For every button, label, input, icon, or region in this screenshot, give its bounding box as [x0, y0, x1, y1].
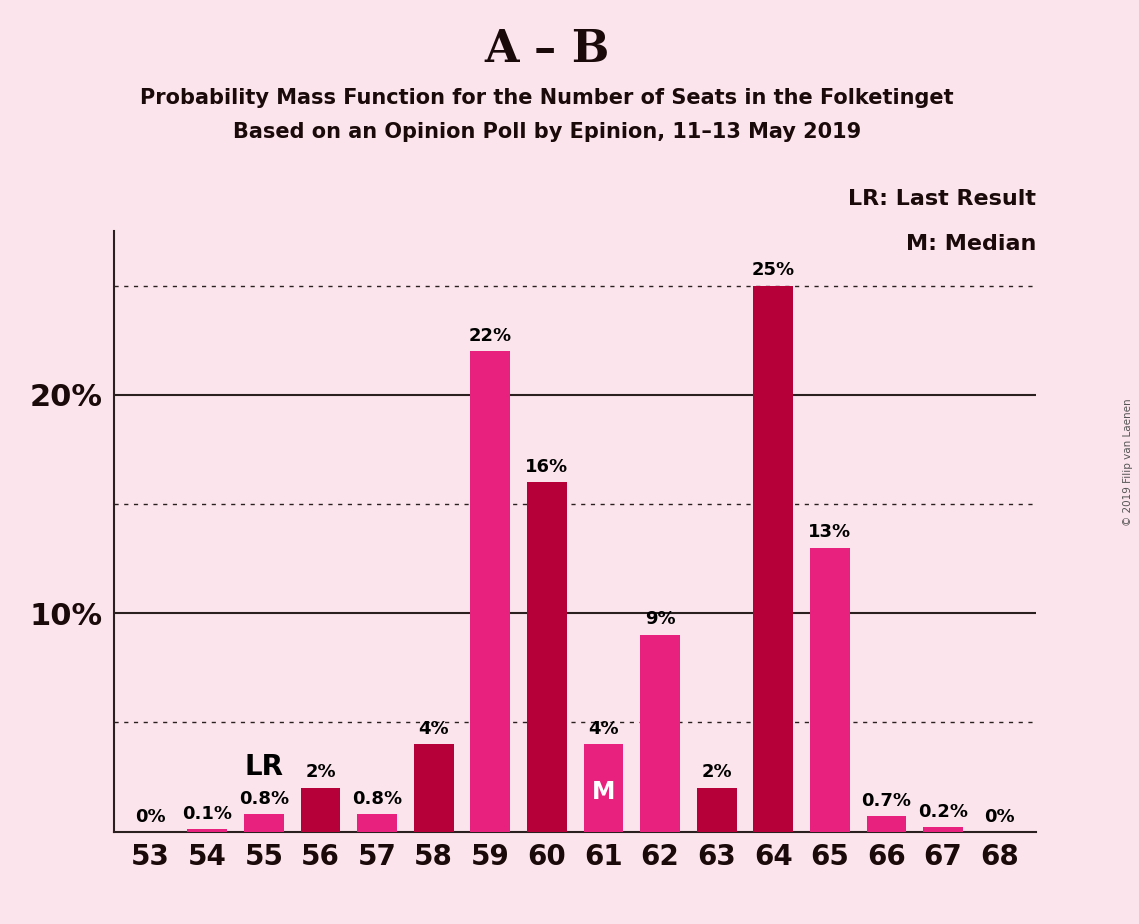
Text: 0.8%: 0.8%	[239, 790, 289, 808]
Text: A – B: A – B	[484, 28, 609, 71]
Bar	[810, 548, 850, 832]
Text: 13%: 13%	[809, 523, 852, 541]
Bar	[413, 744, 453, 832]
Bar	[867, 816, 907, 832]
Text: © 2019 Filip van Laenen: © 2019 Filip van Laenen	[1123, 398, 1133, 526]
Text: 0.8%: 0.8%	[352, 790, 402, 808]
Text: Based on an Opinion Poll by Epinion, 11–13 May 2019: Based on an Opinion Poll by Epinion, 11–…	[232, 122, 861, 142]
Text: M: M	[592, 780, 615, 804]
Bar	[697, 788, 737, 832]
Text: 22%: 22%	[469, 326, 511, 345]
Bar	[754, 286, 793, 832]
Bar	[188, 830, 227, 832]
Bar	[640, 635, 680, 832]
Bar	[527, 482, 567, 832]
Text: LR: Last Result: LR: Last Result	[849, 189, 1036, 209]
Text: 2%: 2%	[702, 763, 732, 782]
Text: 0.2%: 0.2%	[918, 803, 968, 821]
Text: 0%: 0%	[136, 808, 166, 826]
Bar	[924, 827, 962, 832]
Bar	[470, 351, 510, 832]
Text: 4%: 4%	[418, 720, 449, 737]
Text: 0.1%: 0.1%	[182, 805, 232, 823]
Text: 16%: 16%	[525, 457, 568, 476]
Text: 9%: 9%	[645, 611, 675, 628]
Bar	[358, 814, 396, 832]
Text: 0%: 0%	[984, 808, 1015, 826]
Text: Probability Mass Function for the Number of Seats in the Folketinget: Probability Mass Function for the Number…	[140, 88, 953, 108]
Text: 25%: 25%	[752, 261, 795, 279]
Text: LR: LR	[245, 753, 284, 782]
Bar	[244, 814, 284, 832]
Bar	[583, 744, 623, 832]
Bar	[301, 788, 341, 832]
Text: 4%: 4%	[588, 720, 618, 737]
Text: 2%: 2%	[305, 763, 336, 782]
Text: M: Median: M: Median	[907, 234, 1036, 254]
Text: 0.7%: 0.7%	[861, 792, 911, 809]
